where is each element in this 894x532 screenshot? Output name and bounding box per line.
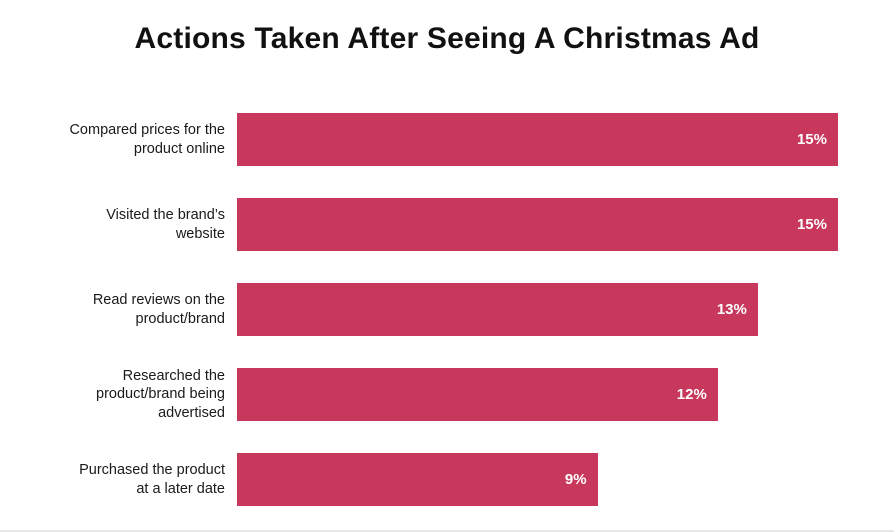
bar-row: Visited the brand’s website 15% xyxy=(0,198,894,251)
bar-value-label: 9% xyxy=(564,471,587,488)
bar-value-label: 12% xyxy=(676,386,707,403)
bar-track: 12% xyxy=(237,368,838,421)
bar-row: Researched the product/brand being adver… xyxy=(0,368,894,421)
chart-title: Actions Taken After Seeing A Christmas A… xyxy=(134,22,760,55)
bar-track: 15% xyxy=(237,198,838,251)
bar-row: Read reviews on the product/brand 13% xyxy=(0,283,894,336)
bar: 15% xyxy=(237,113,838,166)
bar: 15% xyxy=(237,198,838,251)
bar-track: 15% xyxy=(237,113,838,166)
category-label: Compared prices for the product online xyxy=(69,122,225,157)
bar-track: 9% xyxy=(237,453,838,506)
bar-chart: Compared prices for the product online 1… xyxy=(0,113,894,530)
category-label: Read reviews on the product/brand xyxy=(92,292,225,327)
category-label: Visited the brand’s website xyxy=(106,207,225,242)
bar-row: Purchased the product at a later date 9% xyxy=(0,453,894,506)
bar-row: Compared prices for the product online 1… xyxy=(0,113,894,166)
bar-value-label: 13% xyxy=(716,301,747,318)
bar-track: 13% xyxy=(237,283,838,336)
bar: 12% xyxy=(237,368,718,421)
bar: 9% xyxy=(237,453,598,506)
bar: 13% xyxy=(237,283,758,336)
bar-value-label: 15% xyxy=(796,131,827,148)
bar-value-label: 15% xyxy=(796,216,827,233)
category-label: Researched the product/brand being adver… xyxy=(96,368,225,421)
category-label: Purchased the product at a later date xyxy=(79,462,225,497)
